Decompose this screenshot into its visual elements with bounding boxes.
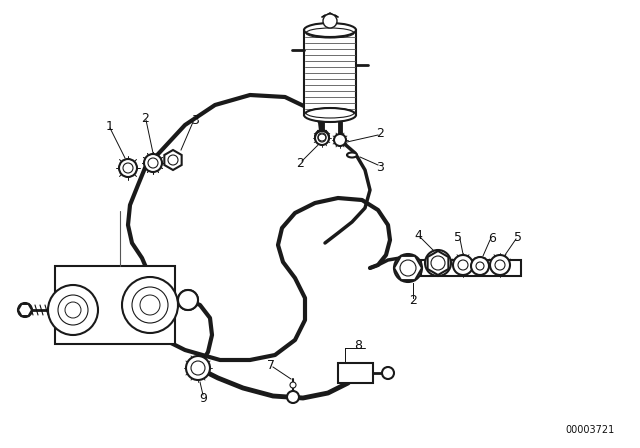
- Circle shape: [315, 130, 329, 144]
- Polygon shape: [428, 251, 449, 275]
- Circle shape: [471, 257, 489, 275]
- Circle shape: [425, 250, 451, 276]
- Text: 2: 2: [409, 293, 417, 306]
- Circle shape: [287, 391, 299, 403]
- Text: 2: 2: [376, 126, 384, 139]
- Text: 6: 6: [488, 232, 496, 245]
- Bar: [304, 30, 356, 115]
- Ellipse shape: [304, 23, 356, 37]
- Circle shape: [382, 367, 394, 379]
- Text: 00003721: 00003721: [566, 425, 615, 435]
- Circle shape: [453, 255, 473, 275]
- Text: 5: 5: [454, 231, 462, 244]
- Circle shape: [186, 356, 210, 380]
- Text: 7: 7: [267, 358, 275, 371]
- Text: 2: 2: [141, 112, 149, 125]
- Circle shape: [122, 277, 178, 333]
- Text: 4: 4: [414, 228, 422, 241]
- Polygon shape: [18, 304, 32, 316]
- Circle shape: [178, 290, 198, 310]
- Circle shape: [334, 134, 346, 146]
- Circle shape: [290, 382, 296, 388]
- Text: 1: 1: [106, 120, 114, 133]
- Text: 2: 2: [296, 156, 304, 169]
- Circle shape: [490, 255, 510, 275]
- Polygon shape: [164, 150, 182, 170]
- Ellipse shape: [304, 108, 356, 122]
- Ellipse shape: [347, 152, 357, 158]
- Text: 8: 8: [354, 339, 362, 352]
- Circle shape: [323, 14, 337, 28]
- Bar: [55, 266, 175, 344]
- Circle shape: [394, 254, 422, 282]
- Text: 5: 5: [514, 231, 522, 244]
- Text: 3: 3: [191, 113, 199, 126]
- Circle shape: [119, 159, 137, 177]
- Bar: [421, 260, 521, 276]
- Polygon shape: [394, 256, 422, 280]
- Circle shape: [315, 131, 329, 145]
- Circle shape: [48, 285, 98, 335]
- Text: 9: 9: [199, 392, 207, 405]
- Circle shape: [18, 303, 32, 317]
- Circle shape: [178, 290, 198, 310]
- Text: 3: 3: [376, 160, 384, 173]
- Bar: [338, 363, 373, 383]
- Circle shape: [144, 154, 162, 172]
